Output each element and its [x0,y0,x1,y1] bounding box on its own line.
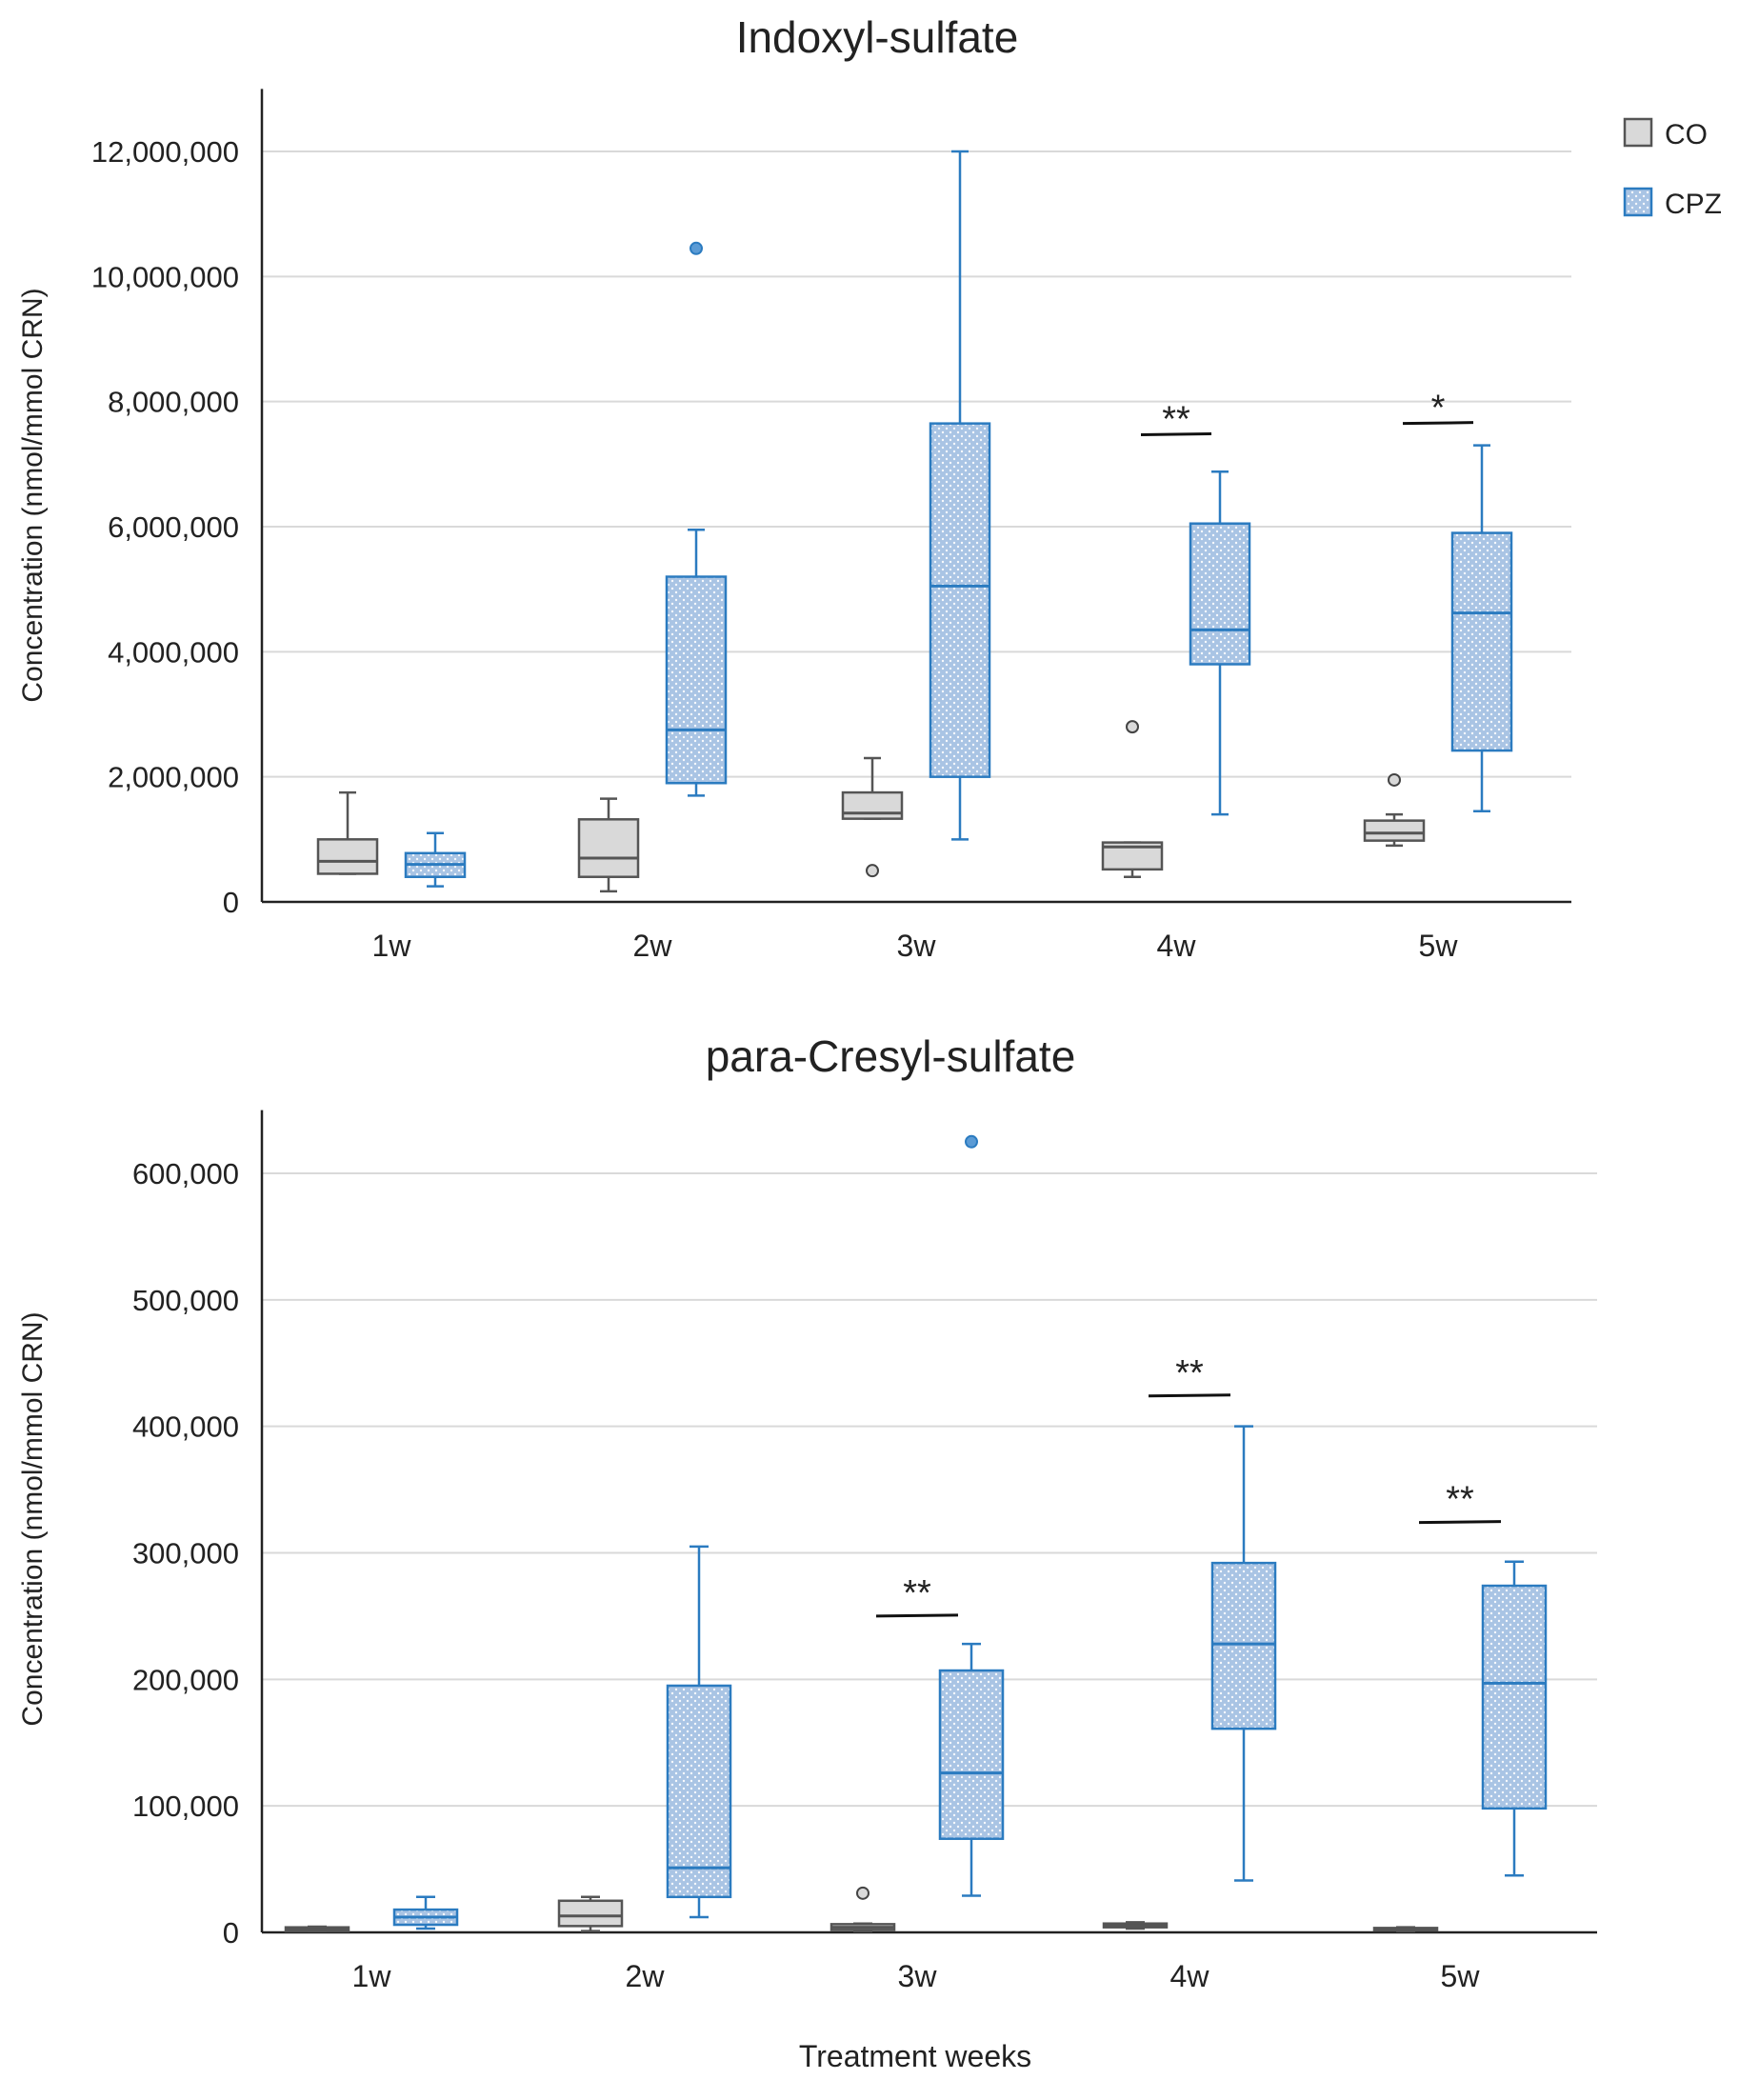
iqr-box [1189,522,1251,666]
box-cpz-1w [392,1895,459,1930]
iqr-box [1450,531,1513,752]
box-cpz-2w [666,1545,732,1919]
para-cresyl-sulfate-panel: para-Cresyl-sulfate Concentration (nmol/… [17,1031,1597,2073]
box-cpz-3w [929,150,991,841]
outlier-point [866,864,879,878]
y-axis-label: Concentration (nmol/mmol CRN) [17,1311,49,1726]
outlier-point [856,1886,870,1900]
legend-label-cpz: CPZ [1665,189,1722,220]
x-tick-label: 3w [897,929,937,963]
x-tick-label: 5w [1441,1959,1481,1993]
y-tick-label: 200,000 [132,1663,239,1696]
box-co-5w [1363,772,1426,848]
x-tick-label: 5w [1419,929,1459,963]
y-tick-label: 500,000 [132,1284,239,1317]
legend-swatch-cpz [1623,187,1653,217]
y-tick-label: 400,000 [132,1410,239,1444]
x-tick-label: 4w [1170,1959,1210,1993]
significance-bar [1418,1520,1502,1525]
iqr-box [316,838,379,875]
outlier-point [1126,720,1139,734]
box-co-2w [557,1895,624,1932]
x-tick-label: 1w [352,1959,392,1993]
box-co-3w [841,756,904,878]
significance-label: ** [1446,1480,1474,1520]
significance-label: ** [1162,399,1190,439]
iqr-box [938,1669,1005,1840]
significance-label: ** [903,1573,931,1613]
significance-bar [1402,421,1474,426]
y-tick-label: 2,000,000 [108,761,239,794]
box-co-3w [830,1886,896,1932]
y-tick-label: 6,000,000 [108,510,239,544]
chart-title: Indoxyl-sulfate [736,12,1019,62]
box-co-1w [316,790,379,875]
y-axis-label: Concentration (nmol/mmol CRN) [17,288,49,702]
significance-bar [1148,1393,1231,1398]
box-cpz-4w [1210,1425,1277,1882]
x-tick-label: 2w [626,1959,666,1993]
chart-title: para-Cresyl-sulfate [706,1031,1076,1081]
significance-bar [1140,431,1212,436]
iqr-box [666,1684,732,1899]
box-cpz-5w [1481,1560,1548,1877]
significance-label: ** [1175,1353,1204,1393]
iqr-box [577,818,640,878]
box-cpz-4w [1189,470,1251,816]
y-tick-label: 10,000,000 [91,260,239,293]
indoxyl-sulfate-panel: Indoxyl-sulfate Concentration (nmol/mmol… [17,12,1571,963]
box-co-5w [1372,1926,1439,1932]
box-cpz-5w [1450,444,1513,813]
outlier-point [1388,772,1401,787]
y-tick-label: 12,000,000 [91,135,239,169]
iqr-box [1481,1584,1548,1810]
x-axis-label: Treatment weeks [799,2039,1031,2073]
y-tick-label: 600,000 [132,1157,239,1190]
x-tick-label: 1w [372,929,412,963]
y-tick-label: 300,000 [132,1537,239,1570]
y-tick-label: 100,000 [132,1790,239,1823]
x-tick-label: 2w [633,929,673,963]
iqr-box [665,575,728,785]
outlier-point [690,241,703,255]
y-tick-label: 0 [223,1916,239,1950]
x-tick-label: 4w [1157,929,1197,963]
y-tick-label: 8,000,000 [108,386,239,419]
iqr-box [557,1899,624,1928]
outlier-point [965,1134,978,1149]
y-tick-label: 4,000,000 [108,635,239,669]
iqr-box [929,422,991,778]
y-tick-label: 0 [223,886,239,919]
significance-label: * [1431,389,1446,429]
x-tick-label: 3w [898,1959,938,1993]
box-co-1w [284,1925,350,1932]
iqr-box [841,790,904,820]
legend-label-co: CO [1665,119,1708,150]
iqr-box [1363,819,1426,842]
significance-bar [875,1613,959,1618]
box-co-4w [1102,1921,1169,1930]
box-co-2w [577,797,640,893]
box-cpz-2w [665,241,728,797]
box-cpz-3w [938,1134,1005,1897]
box-cpz-1w [404,831,467,888]
box-co-4w [1101,720,1164,878]
legend: CO CPZ [1623,117,1722,220]
iqr-box [1210,1561,1277,1730]
legend-swatch-co [1623,117,1653,148]
